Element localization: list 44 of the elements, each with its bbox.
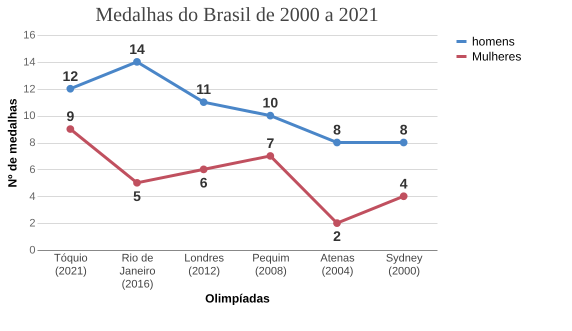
x-tick-label: Sydney (2000) xyxy=(386,252,424,278)
point xyxy=(133,58,141,66)
data-label: 11 xyxy=(196,81,212,98)
data-label: 6 xyxy=(200,174,208,190)
chart-title: Medalhas do Brasil de 2000 a 2021 xyxy=(95,4,379,26)
point xyxy=(266,152,274,160)
x-tick-label: Londres (2012) xyxy=(184,252,225,278)
data-label: 4 xyxy=(400,175,408,192)
data-label: 12 xyxy=(62,68,78,84)
point xyxy=(333,138,341,146)
point xyxy=(200,98,208,106)
data-label: 8 xyxy=(400,122,408,138)
point xyxy=(400,192,408,200)
y-tick-label: 14 xyxy=(23,56,36,68)
point xyxy=(200,166,208,174)
point xyxy=(66,125,74,133)
data-label: 5 xyxy=(133,188,142,204)
data-label: 9 xyxy=(66,108,74,124)
point xyxy=(400,138,408,146)
data-label: 10 xyxy=(262,94,278,111)
data-label: 7 xyxy=(266,134,274,151)
data-label: 14 xyxy=(129,40,145,57)
x-tick-label: Pequim (2008) xyxy=(252,252,290,278)
y-tick-label: 8 xyxy=(29,137,36,149)
data-label: 2 xyxy=(333,228,342,244)
y-tick-label: 16 xyxy=(23,30,36,42)
x-tick-label: Tóquio (2021) xyxy=(54,252,88,278)
y-tick-label: 10 xyxy=(23,110,36,122)
legend-label: homens xyxy=(472,34,515,48)
x-tick-label: Atenas (2004) xyxy=(320,252,356,278)
legend-label: Mulheres xyxy=(472,50,522,64)
data-label: 8 xyxy=(333,122,342,138)
point xyxy=(66,84,74,93)
y-tick-label: 12 xyxy=(23,83,36,96)
point xyxy=(333,219,341,227)
point xyxy=(266,112,274,120)
y-tick-label: 0 xyxy=(29,244,36,256)
x-axis-title: Olimpíadas xyxy=(205,292,270,306)
y-tick-label: 4 xyxy=(29,190,36,203)
y-axis-title: Nº de medalhas xyxy=(5,98,20,188)
point xyxy=(133,178,141,187)
x-tick-label: Rio de Janeiro (2016) xyxy=(119,252,156,290)
y-tick-label: 6 xyxy=(29,164,36,176)
y-tick-label: 2 xyxy=(29,218,36,230)
